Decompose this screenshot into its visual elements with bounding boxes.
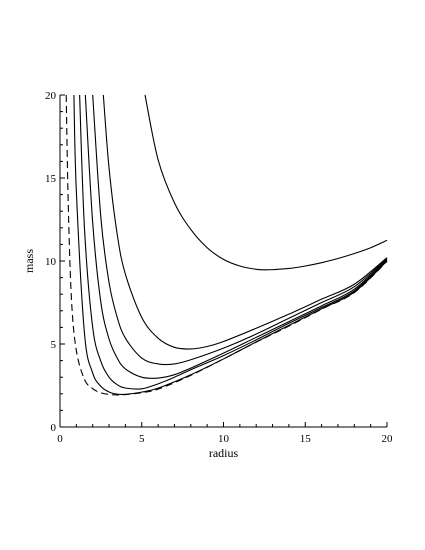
series-line-3 bbox=[79, 94, 388, 390]
y-tick-label: 5 bbox=[51, 339, 57, 351]
y-tick-label: 10 bbox=[45, 256, 57, 268]
curves bbox=[65, 94, 388, 396]
x-tick-label: 10 bbox=[218, 433, 230, 445]
y-axis-label: mass bbox=[22, 249, 36, 273]
series-line-5 bbox=[92, 94, 388, 366]
series-line-6 bbox=[102, 94, 388, 350]
y-tick-label: 15 bbox=[45, 173, 57, 185]
x-tick-label: 5 bbox=[139, 433, 145, 445]
x-tick-label: 20 bbox=[382, 433, 394, 445]
x-tick-label: 0 bbox=[57, 433, 63, 445]
y-tick-label: 20 bbox=[45, 90, 57, 102]
y-tick-label: 0 bbox=[51, 422, 57, 434]
series-line-4 bbox=[84, 94, 388, 379]
x-tick-label: 15 bbox=[300, 433, 312, 445]
series-line-2 bbox=[73, 94, 388, 396]
series-line-1 bbox=[65, 94, 388, 396]
series-line-7 bbox=[144, 94, 388, 271]
x-axis-label: radius bbox=[209, 446, 239, 460]
axes: 0 5 10 15 20 0 5 10 15 20 bbox=[45, 90, 393, 445]
